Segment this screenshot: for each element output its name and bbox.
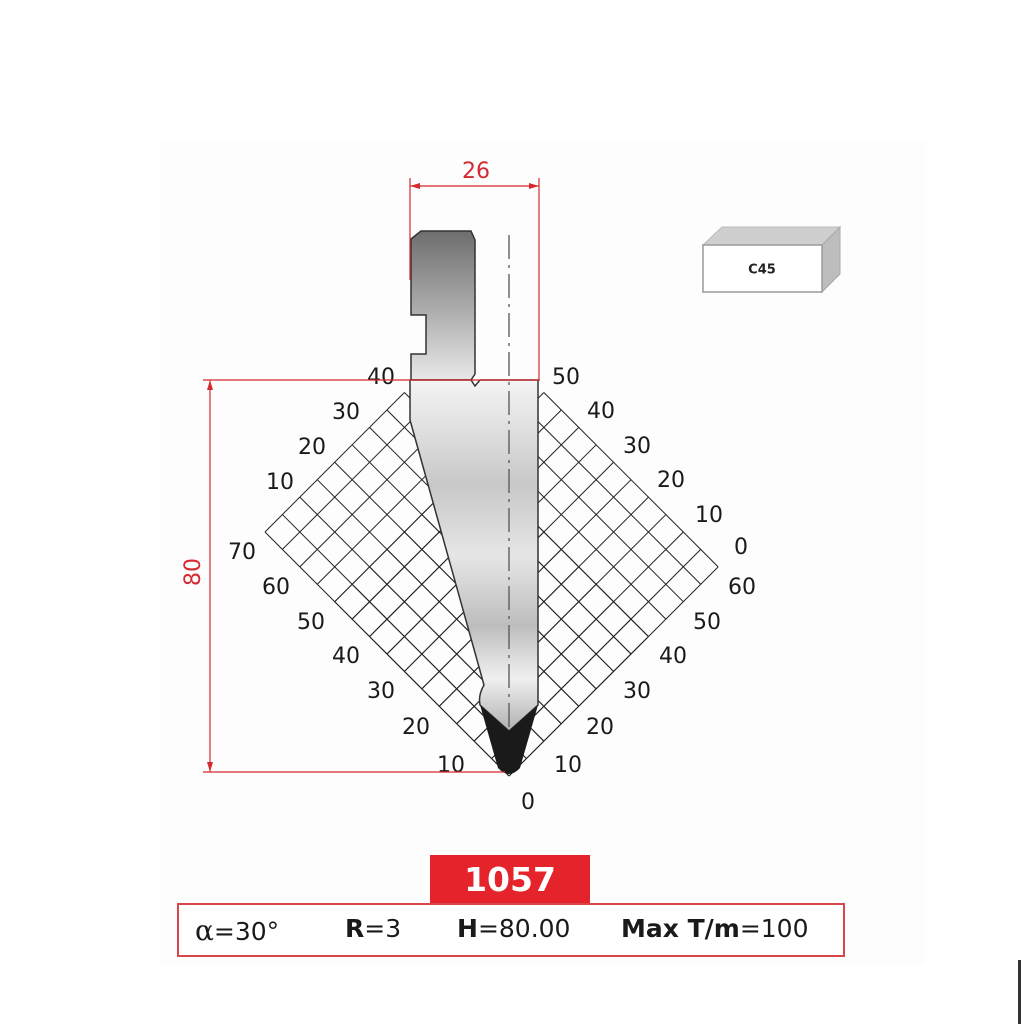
max-tonnage-spec: Max T/m=100 (621, 914, 808, 943)
grid-label-bottom: 0 (521, 790, 535, 815)
radius-key: R (345, 914, 365, 943)
grid-label: 0 (734, 535, 748, 560)
radius-spec: R=3 (345, 914, 401, 943)
punch-body (409, 379, 539, 733)
grid-label: 30 (367, 679, 395, 704)
spec-bar: α=30° R=3 H=80.00 Max T/m=100 (177, 903, 845, 957)
grid-label: 50 (693, 610, 721, 635)
material-box (701, 225, 842, 294)
grid-label: 70 (228, 540, 256, 565)
grid-label: 60 (262, 575, 290, 600)
height-key: H (457, 914, 478, 943)
grid-label: 40 (587, 399, 615, 424)
grid-label: 20 (402, 715, 430, 740)
punch-tang (410, 230, 476, 381)
grid-label: 30 (332, 400, 360, 425)
grid-label: 40 (332, 644, 360, 669)
grid-label: 20 (298, 435, 326, 460)
grid-line (282, 409, 423, 550)
max-key: Max T/m (621, 914, 740, 943)
grid-label: 10 (266, 470, 294, 495)
radius-value: =3 (364, 914, 402, 943)
angle-symbol: α (195, 914, 214, 947)
grid-line (438, 496, 649, 707)
grid-label: 10 (695, 503, 723, 528)
grid-label: 40 (659, 644, 687, 669)
height-dimension-label: 80 (181, 558, 206, 586)
punch-tip (480, 705, 538, 774)
height-dimension (203, 379, 540, 773)
grid-label: 30 (623, 434, 651, 459)
width-dimension-label: 26 (462, 159, 490, 184)
grid-label: 10 (437, 753, 465, 778)
grid-line (264, 392, 405, 533)
angle-value: =30° (213, 917, 280, 946)
grid-label: 20 (586, 715, 614, 740)
height-spec: H=80.00 (457, 914, 570, 943)
model-number: 1057 (430, 855, 590, 904)
grid-label: 60 (728, 575, 756, 600)
height-value: =80.00 (477, 914, 571, 943)
angle-spec: α=30° (195, 914, 279, 947)
grid-label: 10 (554, 753, 582, 778)
grid-label: 30 (623, 679, 651, 704)
grid-label: 50 (297, 610, 325, 635)
max-value: =100 (739, 914, 809, 943)
grid-label: 50 (552, 365, 580, 390)
grid-label: 20 (657, 468, 685, 493)
grid-line (299, 427, 440, 568)
material-label: C45 (748, 263, 776, 278)
grid-line (334, 601, 510, 777)
grid-labels: 1020304050607010203040102030405060010203… (228, 365, 756, 815)
grid-label: 40 (367, 365, 395, 390)
width-dimension (409, 178, 540, 380)
grid-line (508, 566, 719, 777)
edge-line (1018, 960, 1021, 1024)
